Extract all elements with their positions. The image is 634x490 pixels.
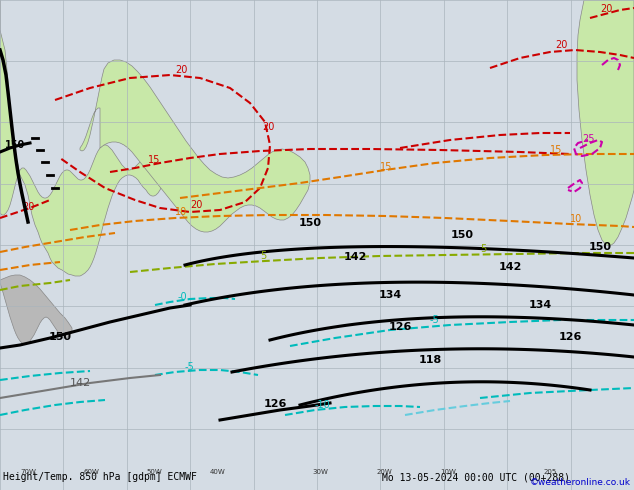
- Text: 118: 118: [418, 355, 442, 365]
- Text: 142: 142: [498, 262, 522, 272]
- Text: 142: 142: [69, 378, 91, 388]
- Text: 10: 10: [570, 214, 582, 224]
- Text: 20W: 20W: [376, 469, 392, 475]
- Text: -0: -0: [178, 292, 188, 302]
- Text: 126: 126: [559, 332, 581, 342]
- Text: 126: 126: [388, 322, 411, 332]
- Text: 20: 20: [22, 202, 34, 212]
- Text: 134: 134: [378, 290, 401, 300]
- Text: 150: 150: [451, 230, 474, 240]
- Text: 20: 20: [600, 4, 612, 14]
- Text: 50W: 50W: [146, 469, 162, 475]
- Text: 10W: 10W: [440, 469, 456, 475]
- Text: Mo 13-05-2024 00:00 UTC (00+288): Mo 13-05-2024 00:00 UTC (00+288): [382, 472, 570, 482]
- Polygon shape: [0, 275, 72, 344]
- Polygon shape: [577, 0, 634, 246]
- Text: -5: -5: [430, 315, 440, 325]
- Text: 150: 150: [588, 242, 612, 252]
- Polygon shape: [0, 0, 163, 276]
- Polygon shape: [80, 60, 310, 232]
- Text: ©weatheronline.co.uk: ©weatheronline.co.uk: [530, 478, 631, 487]
- Text: 5: 5: [480, 244, 486, 254]
- Text: 15: 15: [380, 162, 392, 172]
- Text: 20: 20: [175, 65, 188, 75]
- Text: 60W: 60W: [83, 469, 99, 475]
- Text: 25: 25: [582, 134, 595, 144]
- Text: 5: 5: [260, 251, 266, 261]
- Text: 20: 20: [555, 40, 567, 50]
- Text: 70W: 70W: [20, 469, 36, 475]
- Text: 126: 126: [263, 399, 287, 409]
- Text: 134: 134: [528, 300, 552, 310]
- Text: 40W: 40W: [210, 469, 226, 475]
- Text: Height/Temp. 850 hPa [gdpm] ECMWF: Height/Temp. 850 hPa [gdpm] ECMWF: [3, 472, 197, 482]
- Text: 142: 142: [344, 252, 366, 262]
- Text: 205: 205: [543, 469, 557, 475]
- Text: -10: -10: [315, 400, 331, 410]
- Text: 30W: 30W: [312, 469, 328, 475]
- Text: 15: 15: [148, 155, 160, 165]
- Text: 150: 150: [5, 140, 25, 150]
- Text: 150: 150: [48, 332, 72, 342]
- Text: 20: 20: [190, 200, 202, 210]
- Text: -5: -5: [185, 362, 195, 372]
- Text: 10: 10: [175, 207, 187, 217]
- Text: 15: 15: [550, 145, 562, 155]
- Text: 150: 150: [299, 218, 321, 228]
- Text: 20: 20: [262, 122, 275, 132]
